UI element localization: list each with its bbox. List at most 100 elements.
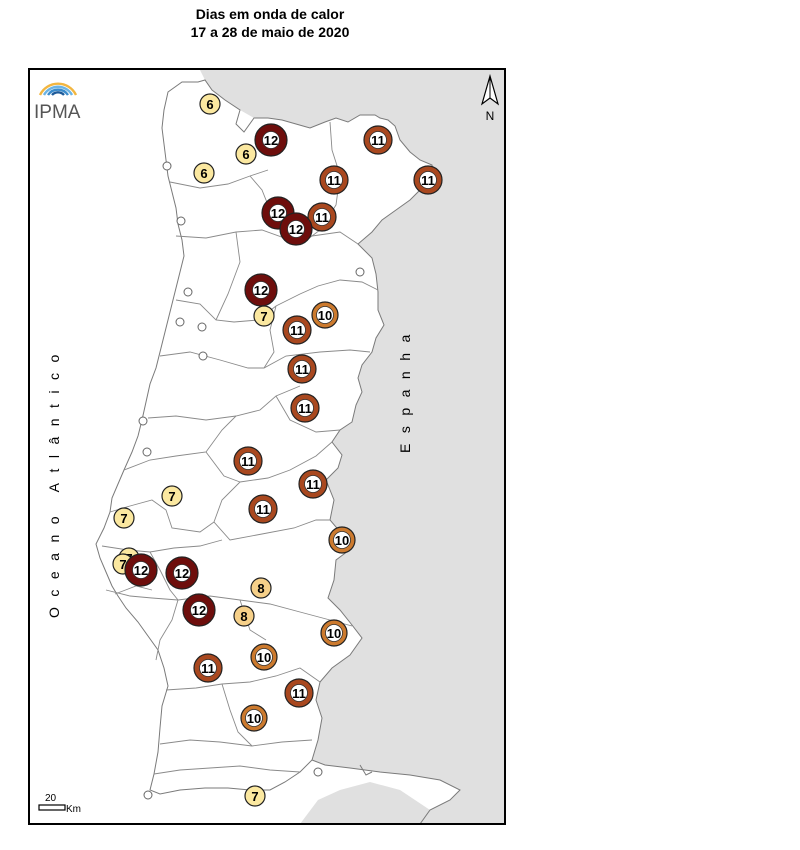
station-marker-inner <box>290 684 308 702</box>
station-marker-value: 10 <box>247 711 261 726</box>
station-marker-value: 11 <box>327 173 341 188</box>
station-marker: 10 <box>328 526 356 554</box>
station-marker: 10 <box>311 301 339 329</box>
station-marker-value: 8 <box>240 609 247 624</box>
station-marker-circle <box>113 507 135 529</box>
station-marker: 10 <box>320 619 348 647</box>
station-marker-circle <box>161 485 183 507</box>
station-marker-value: 10 <box>327 626 341 641</box>
station-marker-inner <box>254 500 272 518</box>
station-marker: 11 <box>193 653 223 683</box>
station-marker: 11 <box>233 446 263 476</box>
station-marker-inner <box>288 321 306 339</box>
station-marker-inner <box>255 648 273 666</box>
station-marker: 6 <box>199 93 221 115</box>
station-marker-inner <box>269 204 287 222</box>
station-marker-value: 7 <box>119 557 126 572</box>
station-marker: 7 <box>253 305 275 327</box>
station-marker: 8 <box>233 605 255 627</box>
map-title-line-1: Dias em onda de calor <box>195 6 345 22</box>
station-marker-inner <box>296 399 314 417</box>
station-marker: 12 <box>165 556 199 590</box>
minor-stations <box>138 161 365 800</box>
station-marker-inner <box>316 306 334 324</box>
station-marker: 10 <box>240 704 268 732</box>
station-marker-value: 11 <box>315 210 329 225</box>
station-marker-value: 6 <box>206 97 213 112</box>
station-marker-value: 11 <box>201 661 215 676</box>
station-marker: 11 <box>287 354 317 384</box>
spain-land <box>200 70 505 824</box>
ipma-logo-arcs-icon <box>38 82 78 96</box>
station-marker-inner <box>262 131 280 149</box>
station-marker-value: 10 <box>335 533 349 548</box>
portugal-outline <box>95 79 435 795</box>
ipma-logo-text: IPMA <box>34 102 81 123</box>
station-marker: 8 <box>250 577 272 599</box>
station-marker: 11 <box>290 393 320 423</box>
station-marker-inner <box>199 659 217 677</box>
station-marker: 6 <box>193 162 215 184</box>
station-marker-inner <box>304 475 322 493</box>
station-marker-value: 12 <box>134 563 148 578</box>
station-marker: 12 <box>124 553 158 587</box>
scale-bar-unit: Km <box>66 804 81 815</box>
ocean-label: Oceano Atlântico <box>46 344 62 618</box>
station-marker-value: 11 <box>290 323 304 338</box>
station-markers: 6 12 6 6 11 11 11 12 11 12 12 7 10 11 11 11 11 11 7 11 7 10 7 7… <box>112 93 443 807</box>
station-marker: 10 <box>250 643 278 671</box>
station-marker-circle <box>233 605 255 627</box>
station-marker: 12 <box>279 212 313 246</box>
station-marker-value: 7 <box>168 489 175 504</box>
station-marker-inner <box>293 360 311 378</box>
station-marker-inner <box>252 281 270 299</box>
station-marker-inner <box>325 171 343 189</box>
station-marker-value: 11 <box>298 401 312 416</box>
station-marker: 11 <box>307 202 337 232</box>
station-marker-value: 12 <box>271 206 285 221</box>
scale-bar-value: 20 <box>45 793 57 804</box>
station-marker: 7 <box>244 785 266 807</box>
station-marker-inner <box>245 709 263 727</box>
station-marker-value: 11 <box>295 362 309 377</box>
north-label: N <box>486 109 495 123</box>
station-marker-value: 12 <box>289 222 303 237</box>
station-marker-value: 6 <box>200 166 207 181</box>
spain-coast-detail <box>311 759 461 824</box>
station-marker-value: 11 <box>421 173 435 188</box>
station-marker-circle <box>193 162 215 184</box>
station-marker-inner <box>325 624 343 642</box>
station-marker-value: 10 <box>257 650 271 665</box>
station-marker-inner <box>313 208 331 226</box>
station-marker: 11 <box>319 165 349 195</box>
map-frame <box>28 68 506 825</box>
scale-bar-box <box>38 804 66 811</box>
spain-label: Espanha <box>397 324 413 453</box>
station-marker-value: 12 <box>192 603 206 618</box>
station-marker-inner <box>190 601 208 619</box>
station-marker: 11 <box>282 315 312 345</box>
station-marker: 12 <box>182 593 216 627</box>
station-marker-inner <box>369 131 387 149</box>
station-marker-value: 11 <box>371 133 385 148</box>
station-marker: 11 <box>363 125 393 155</box>
scale-bar: 20 Km <box>38 793 81 815</box>
station-marker-value: 12 <box>175 566 189 581</box>
station-marker: 11 <box>284 678 314 708</box>
station-marker-inner <box>333 531 351 549</box>
station-marker-inner <box>239 452 257 470</box>
station-marker-inner <box>173 564 191 582</box>
station-marker-value: 8 <box>257 581 264 596</box>
station-marker: 7 <box>161 485 183 507</box>
station-marker-circle <box>250 577 272 599</box>
station-marker-value: 11 <box>306 477 320 492</box>
north-arrow-icon: N <box>480 73 500 123</box>
station-marker-inner <box>287 220 305 238</box>
station-marker: 11 <box>413 165 443 195</box>
station-marker: 11 <box>298 469 328 499</box>
station-marker-value: 11 <box>241 454 255 469</box>
station-marker-circle <box>244 785 266 807</box>
map-title-line-2: 17 a 28 de maio de 2020 <box>190 24 350 40</box>
station-marker: 11 <box>248 494 278 524</box>
station-marker-value: 7 <box>260 309 267 324</box>
